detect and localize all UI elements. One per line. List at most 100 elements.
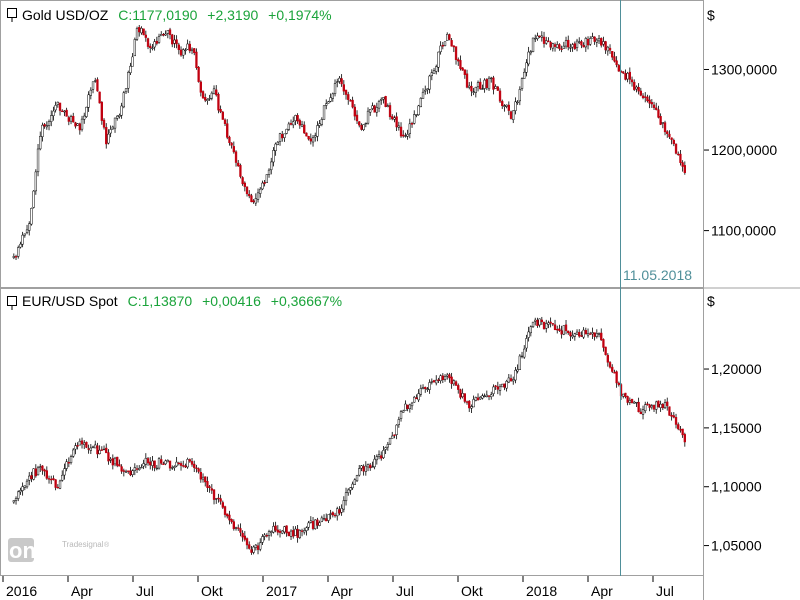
eurusd-candle-down	[604, 346, 607, 355]
gold-candle-down	[197, 66, 200, 82]
eurusd-candle-up	[259, 542, 262, 550]
eurusd-candle-down	[43, 469, 46, 472]
gold-candle-up	[173, 39, 176, 44]
eurusd-candle-down	[80, 440, 84, 445]
eurusd-candle-up	[91, 446, 95, 448]
gold-candle-down	[630, 79, 634, 83]
eurusd-candle-down	[50, 478, 53, 481]
gold-candle-up	[91, 81, 95, 90]
eurusd-instrument-name: EUR/USD Spot	[22, 293, 118, 309]
eurusd-candle-up	[344, 492, 348, 502]
gold-candle-up	[36, 148, 40, 173]
gold-candle-up	[157, 36, 161, 43]
gold-candle-down	[217, 94, 220, 111]
gold-candle-up	[472, 91, 475, 93]
eurusd-candle-up	[430, 381, 433, 383]
gold-candle-down	[305, 132, 308, 137]
gold-candle-down	[221, 111, 224, 120]
gold-candle-down	[353, 106, 356, 117]
eurusd-candle-down	[441, 375, 444, 381]
eurusd-candle-up	[58, 480, 62, 489]
gold-candle-down	[358, 121, 361, 126]
eurusd-candle-up	[452, 380, 455, 385]
gold-candle-down	[234, 151, 238, 163]
gold-header: Gold USD/OZ C:1177,0190 +2,3190 +0,1974%	[7, 7, 332, 23]
eurusd-candle-down	[558, 328, 561, 331]
eurusd-candle-down	[316, 519, 319, 526]
gold-candle-up	[382, 97, 385, 100]
eurusd-candle-down	[177, 462, 180, 465]
gold-candle-down	[465, 73, 469, 88]
gold-candle-up	[426, 88, 429, 91]
gold-candle-down	[219, 109, 222, 113]
series-toggle-icon[interactable]	[7, 8, 17, 18]
eurusd-candle-down	[661, 403, 664, 409]
eurusd-candle-down	[648, 404, 651, 408]
eurusd-candle-up	[272, 526, 275, 533]
eurusd-candle-up	[490, 394, 493, 398]
series-toggle-icon[interactable]	[7, 296, 17, 306]
gold-candle-up	[571, 44, 574, 48]
eurusd-candle-down	[549, 321, 552, 324]
eurusd-candle-up	[131, 470, 134, 475]
eurusd-candle-up	[591, 332, 594, 335]
gold-candle-down	[613, 56, 616, 62]
eurusd-candle-up	[305, 527, 308, 531]
gold-candle-up	[19, 243, 22, 248]
eurusd-candle-down	[465, 401, 469, 403]
eurusd-candle-up	[303, 530, 306, 533]
eurusd-candle-up	[358, 468, 361, 476]
gold-candle-up	[589, 38, 592, 45]
gold-candle-up	[487, 77, 491, 90]
eurusd-candle-down	[683, 434, 686, 443]
gold-candle-up	[397, 125, 400, 128]
eurusd-candle-up	[155, 467, 158, 470]
eurusd-candle-down	[239, 528, 242, 533]
gold-candle-down	[666, 131, 669, 134]
eurusd-candle-up	[261, 536, 264, 543]
eurusd-candle-down	[602, 339, 605, 348]
eurusd-candle-up	[474, 397, 477, 401]
gold-candle-down	[657, 109, 660, 118]
eurusd-candle-down	[406, 404, 409, 409]
eurusd-candle-down	[54, 479, 57, 488]
gold-candle-up	[575, 40, 579, 48]
gold-candle-up	[505, 104, 508, 107]
eurusd-candle-down	[639, 411, 642, 415]
gold-candle-up	[276, 141, 279, 145]
eurusd-candle-down	[630, 398, 634, 404]
gold-candle-up	[34, 171, 37, 192]
gold-candle-down	[340, 78, 343, 85]
x-tick-label: Apr	[71, 583, 93, 599]
eurusd-candle-down	[626, 396, 629, 403]
gold-candle-up	[562, 45, 565, 49]
gold-candle-down	[309, 138, 312, 142]
eurusd-candle-up	[340, 508, 343, 513]
eurusd-candle-up	[83, 442, 86, 445]
eurusd-candle-up	[408, 404, 411, 410]
gold-candle-up	[421, 91, 425, 99]
eurusd-candle-down	[672, 415, 675, 418]
eurusd-candle-down	[265, 535, 268, 537]
eurusd-change-pct: +0,36667%	[271, 293, 342, 309]
gold-candle-up	[474, 86, 477, 93]
eurusd-candle-down	[424, 386, 427, 390]
gold-candle-up	[514, 101, 517, 111]
gold-candle-up	[329, 97, 332, 102]
eurusd-change-abs: +0,00416	[202, 293, 261, 309]
eurusd-candle-down	[564, 324, 568, 331]
eurusd-candle-down	[369, 464, 372, 469]
gold-candle-up	[468, 85, 471, 88]
eurusd-candle-up	[320, 517, 323, 522]
gold-candle-up	[292, 121, 295, 126]
eurusd-candle-up	[382, 450, 385, 458]
eurusd-candle-up	[410, 402, 414, 407]
gold-candle-down	[655, 107, 658, 110]
gold-candle-up	[408, 123, 411, 134]
eurusd-candle-up	[582, 329, 585, 338]
gold-candle-up	[432, 70, 436, 74]
eurusd-y-tick-label: 1,15000	[711, 420, 762, 436]
eurusd-candle-up	[351, 483, 354, 489]
gold-candle-down	[677, 153, 680, 156]
gold-candle-down	[14, 256, 18, 258]
